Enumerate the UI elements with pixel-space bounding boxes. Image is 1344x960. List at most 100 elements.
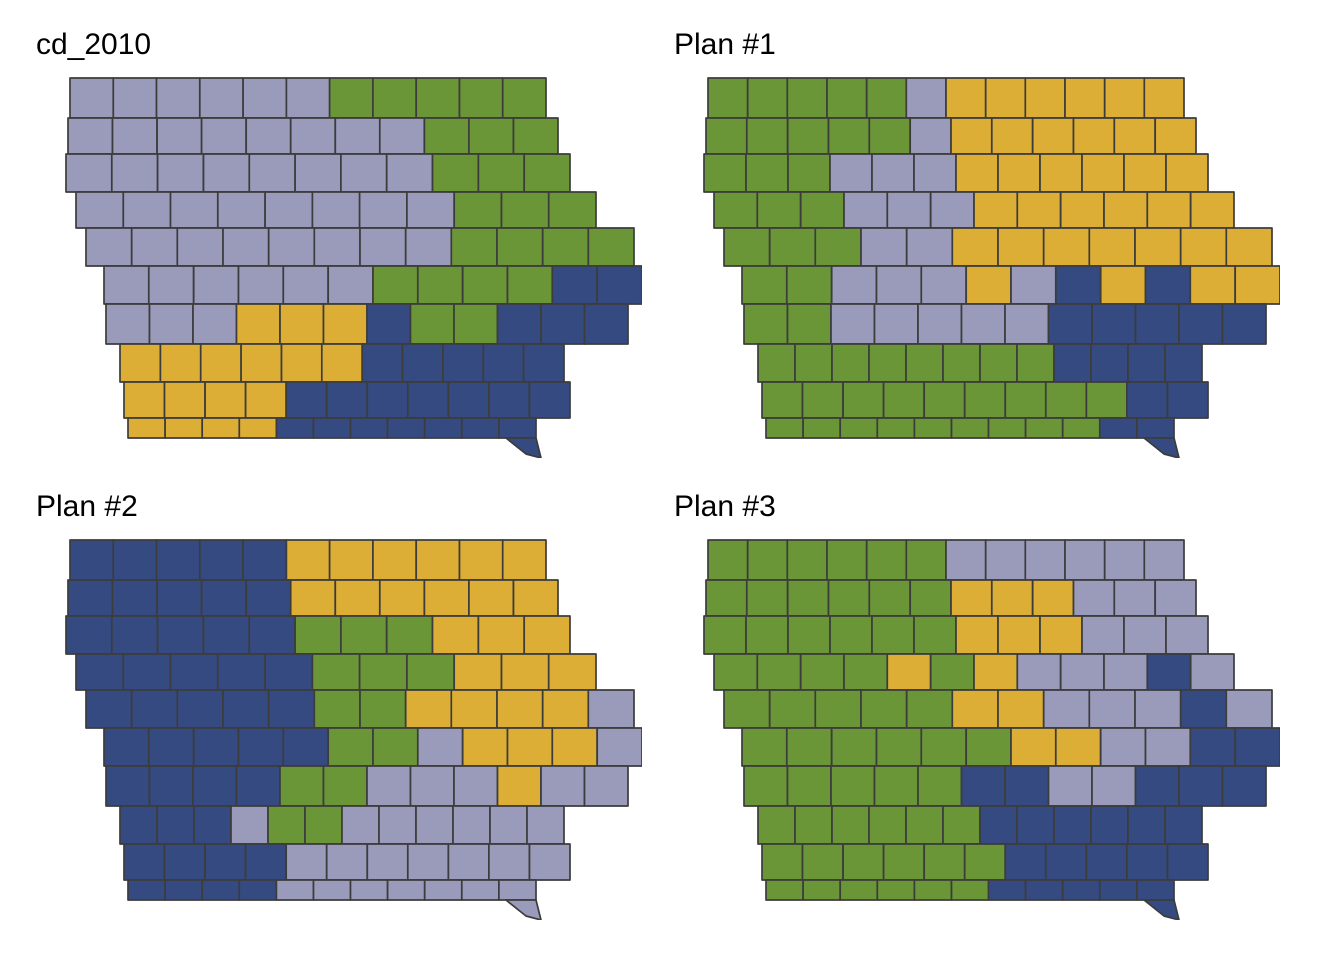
county	[1053, 805, 1092, 845]
county	[372, 265, 419, 305]
county	[327, 727, 374, 767]
county	[1042, 227, 1091, 267]
county	[416, 265, 464, 305]
county	[304, 805, 343, 845]
county	[1146, 191, 1192, 229]
county	[409, 765, 455, 807]
county	[1134, 765, 1180, 807]
county	[423, 417, 463, 439]
county	[176, 689, 224, 729]
county	[1024, 77, 1066, 119]
county	[950, 579, 993, 617]
county	[311, 653, 361, 691]
county	[505, 899, 542, 920]
county	[1189, 727, 1236, 767]
county	[745, 117, 789, 155]
county	[1090, 343, 1129, 383]
county	[1134, 689, 1182, 729]
county	[242, 77, 288, 119]
county	[1098, 879, 1138, 901]
county	[1085, 381, 1128, 419]
county	[786, 579, 830, 617]
county	[222, 689, 270, 729]
county	[512, 117, 559, 155]
county	[453, 191, 503, 229]
county	[334, 117, 381, 155]
panel-title: Plan #2	[36, 490, 138, 523]
county	[1143, 899, 1180, 920]
county	[67, 117, 114, 155]
county	[1016, 653, 1062, 691]
county	[1103, 77, 1146, 119]
county	[843, 191, 889, 229]
county	[267, 227, 316, 267]
county	[997, 615, 1041, 655]
county	[920, 727, 967, 767]
county	[204, 843, 247, 881]
county	[192, 303, 238, 345]
county	[1113, 579, 1156, 617]
county	[917, 303, 963, 345]
county	[230, 805, 269, 845]
county	[756, 653, 802, 691]
county	[786, 765, 832, 807]
county	[169, 191, 219, 229]
county	[359, 689, 407, 729]
county	[366, 303, 412, 345]
county	[929, 191, 975, 229]
county	[340, 615, 388, 655]
county	[248, 615, 296, 655]
county	[1225, 227, 1273, 267]
county	[830, 765, 876, 807]
county	[378, 117, 426, 155]
county	[1090, 805, 1129, 845]
county	[1031, 579, 1075, 617]
county	[112, 539, 158, 581]
county	[406, 381, 450, 419]
county	[905, 227, 954, 267]
county	[110, 153, 159, 193]
county	[882, 843, 925, 881]
county	[886, 191, 932, 229]
county	[1127, 805, 1166, 845]
county	[289, 117, 337, 155]
county	[1072, 579, 1116, 617]
county	[496, 227, 544, 267]
county	[945, 77, 987, 119]
county	[279, 303, 325, 345]
county	[1024, 417, 1064, 439]
panel-title: Plan #1	[674, 28, 776, 61]
county	[829, 615, 873, 655]
county	[423, 117, 470, 155]
county	[202, 615, 251, 655]
county	[526, 805, 565, 845]
county	[1103, 539, 1146, 581]
county	[159, 343, 202, 383]
county	[431, 615, 480, 655]
county	[122, 191, 172, 229]
county	[163, 381, 206, 419]
county	[359, 227, 407, 267]
county	[1126, 381, 1169, 419]
county	[111, 117, 158, 155]
county	[452, 805, 491, 845]
county	[164, 417, 204, 439]
county	[1154, 117, 1197, 155]
county	[198, 77, 244, 119]
county	[431, 153, 480, 193]
county	[842, 381, 885, 419]
county	[442, 343, 485, 383]
county	[1127, 343, 1166, 383]
county	[111, 579, 158, 617]
county	[199, 343, 242, 383]
county	[453, 303, 499, 345]
county	[799, 191, 845, 229]
county	[547, 191, 597, 229]
county	[69, 77, 115, 119]
county	[1234, 265, 1280, 305]
county	[202, 153, 251, 193]
county	[785, 265, 833, 305]
county	[1166, 843, 1209, 881]
county	[1098, 417, 1138, 439]
county	[960, 303, 1006, 345]
